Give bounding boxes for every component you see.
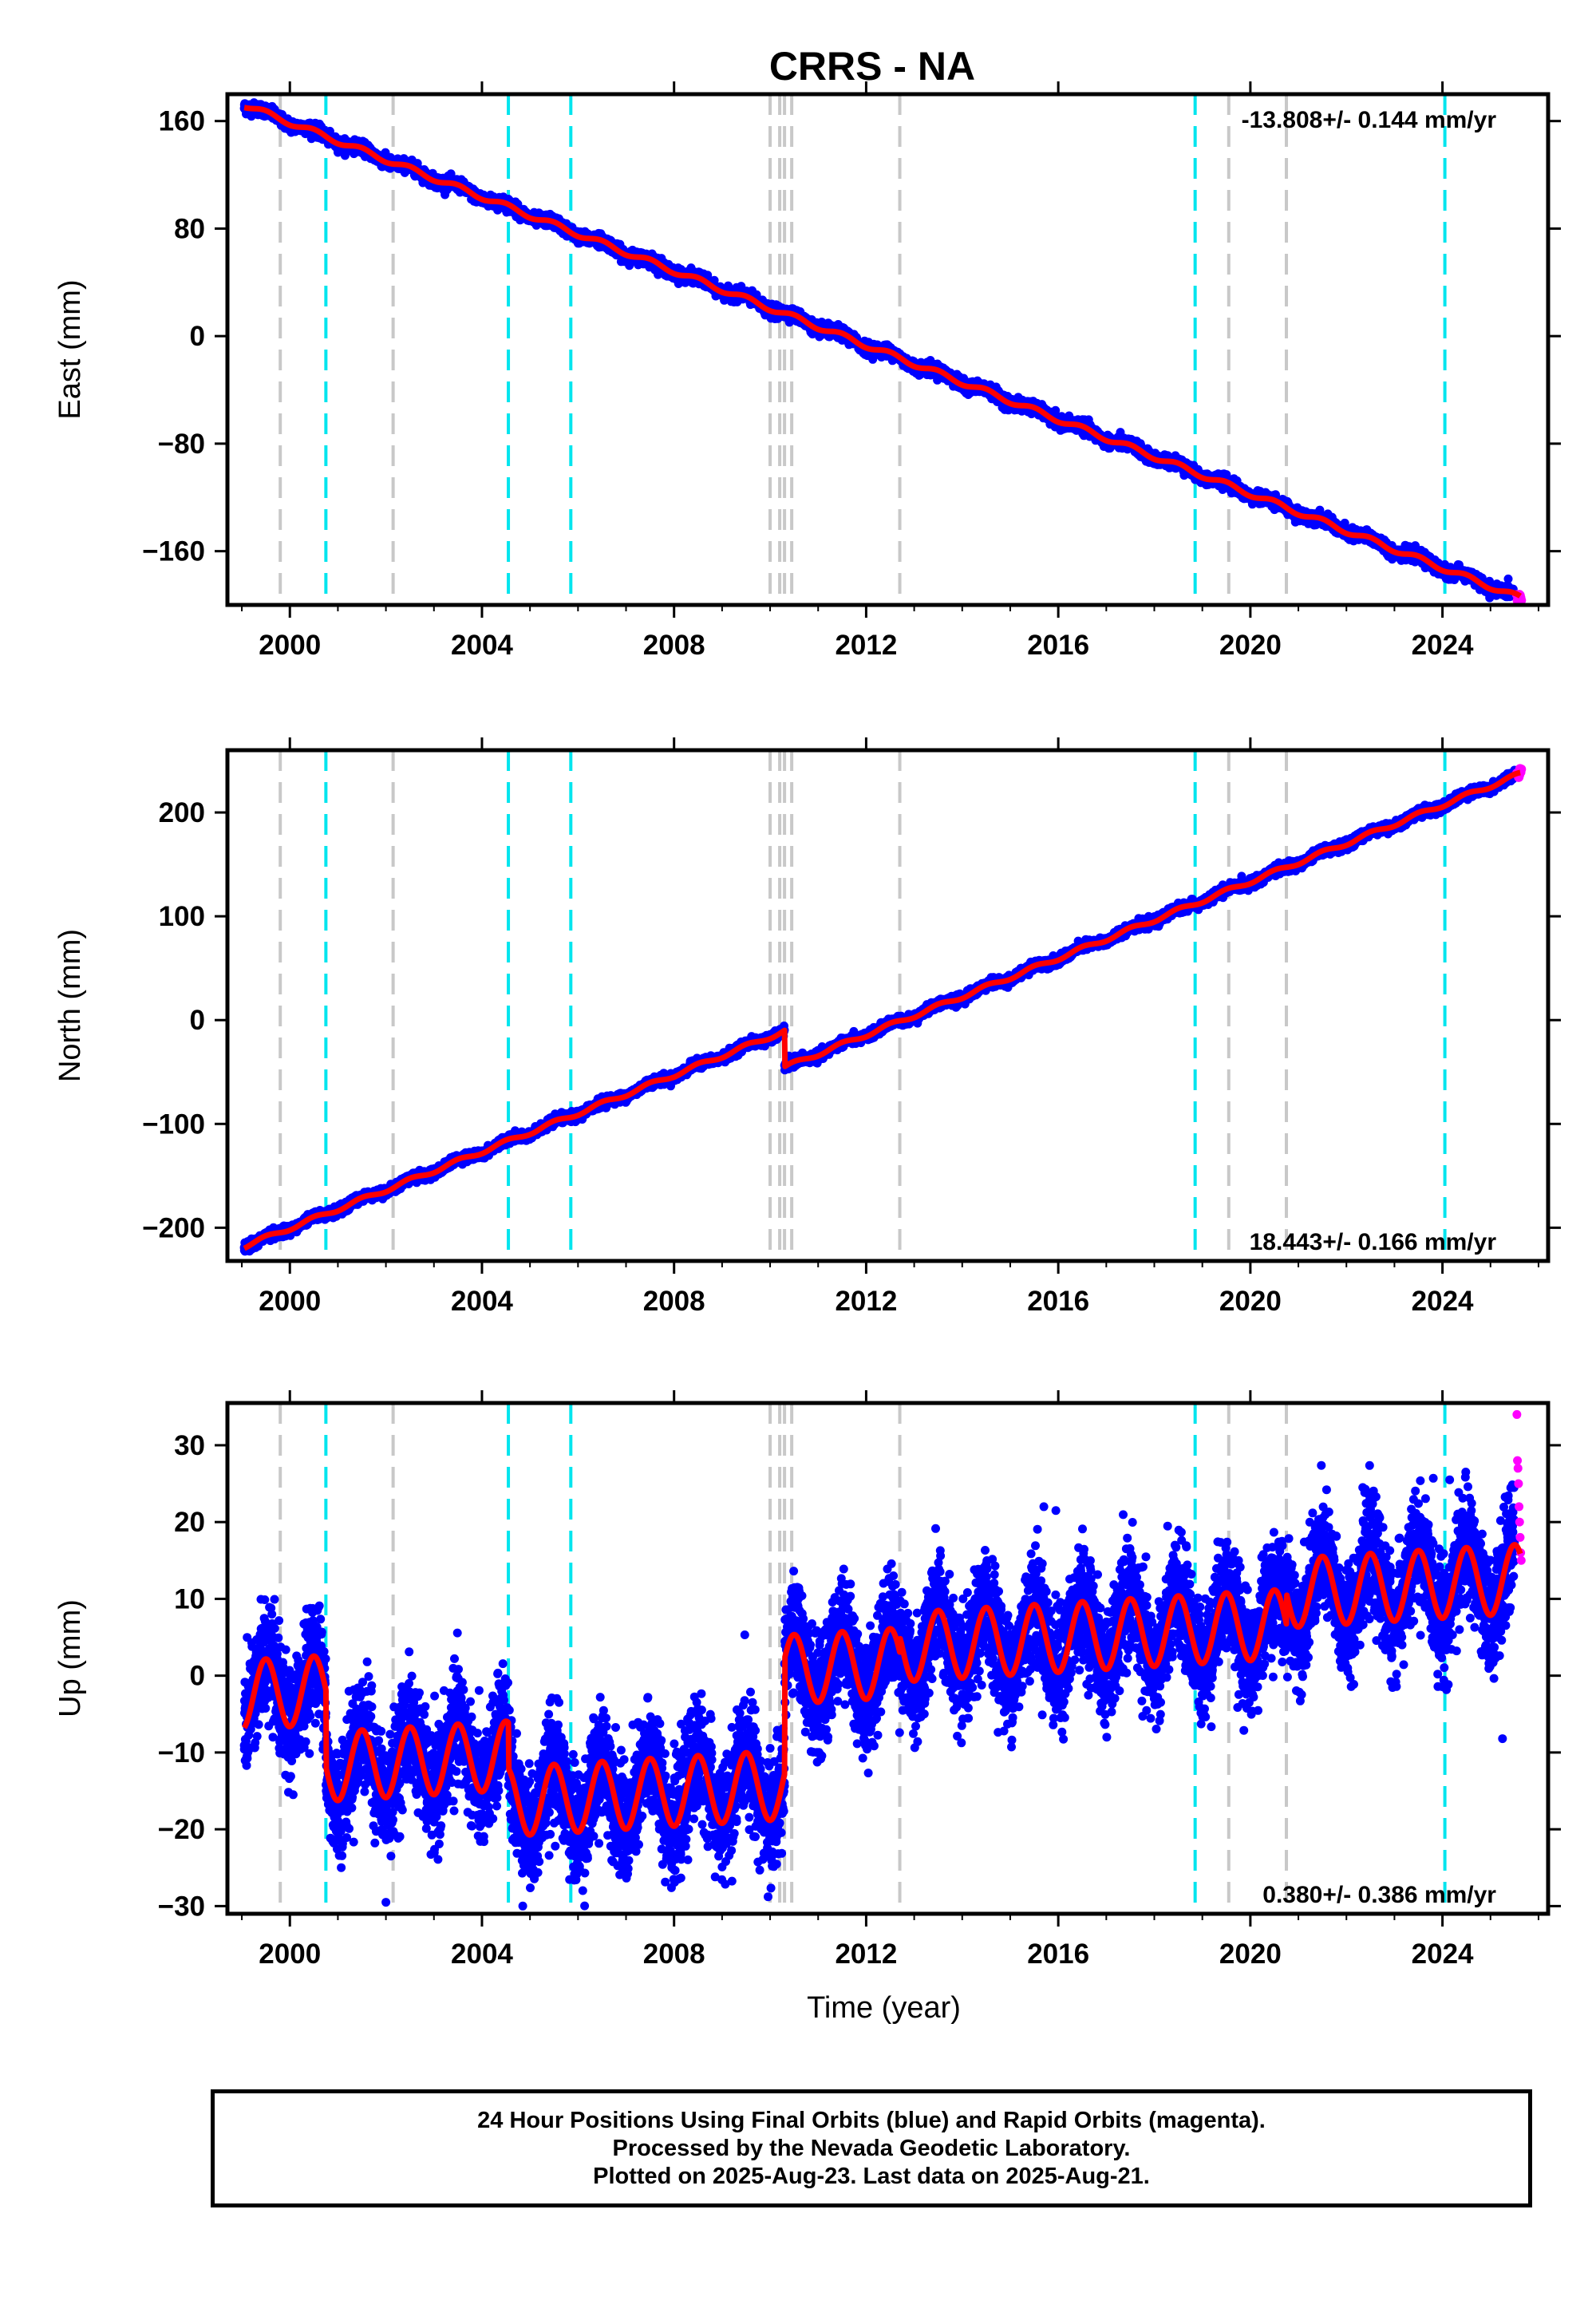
plot-area-east bbox=[239, 94, 1527, 605]
chart-title: CRRS - NA bbox=[769, 44, 975, 89]
panel-east: 2000 2004 2008 2012 2016 2020 2024160800−80−16… bbox=[53, 81, 1561, 661]
panels: 2000 2004 2008 2012 2016 2020 2024160800−80−16… bbox=[53, 81, 1561, 2025]
